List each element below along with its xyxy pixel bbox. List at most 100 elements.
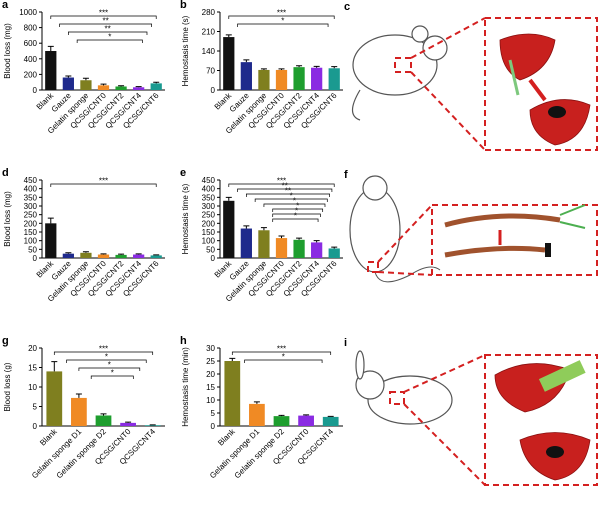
y-tick-label: 200: [202, 219, 216, 228]
bar: [133, 255, 144, 258]
y-tick-label: 1000: [19, 8, 37, 17]
bar: [311, 68, 322, 90]
error-bar: [125, 422, 131, 423]
error-bar: [226, 197, 232, 200]
y-axis-label: Hemostasis time (min): [181, 347, 190, 427]
error-bar: [48, 46, 54, 51]
error-bar: [243, 60, 249, 62]
bar: [151, 255, 162, 258]
bar: [46, 371, 62, 426]
bar: [63, 78, 74, 90]
significance-label: *: [281, 17, 284, 26]
y-tick-label: 800: [24, 24, 38, 33]
y-tick-label: 10: [28, 383, 37, 392]
error-bar: [65, 253, 71, 254]
bar: [258, 230, 269, 258]
y-tick-label: 150: [202, 228, 216, 237]
illustration-mouse-tail: f: [344, 169, 597, 282]
y-tick-label: 0: [211, 86, 216, 95]
y-tick-label: 30: [206, 344, 215, 353]
bar: [133, 87, 144, 90]
bar: [329, 248, 340, 258]
bar: [115, 86, 126, 90]
bar: [224, 361, 240, 426]
y-tick-label: 15: [28, 364, 37, 373]
bar: [80, 80, 91, 90]
bar: [276, 70, 287, 90]
error-bar: [153, 82, 159, 83]
bar: [63, 254, 74, 258]
error-bar: [296, 66, 302, 67]
y-tick-label: 140: [202, 47, 216, 56]
panel-label: b: [180, 0, 187, 11]
significance-label: *: [108, 33, 111, 42]
y-tick-label: 10: [206, 396, 215, 405]
y-tick-label: 0: [33, 86, 38, 95]
error-bar: [136, 87, 142, 88]
error-bar: [279, 415, 285, 416]
error-bar: [83, 78, 89, 80]
bar: [115, 255, 126, 258]
y-axis-label: Blood loss (g): [3, 362, 12, 411]
y-tick-label: 70: [206, 67, 215, 76]
y-tick-label: 150: [24, 228, 38, 237]
bar: [45, 51, 56, 90]
error-bar: [48, 218, 54, 223]
bar: [98, 85, 109, 90]
error-bar: [118, 86, 124, 87]
bar: [293, 240, 304, 258]
error-bar: [83, 252, 89, 253]
panel-label: c: [344, 1, 350, 13]
error-bar: [229, 358, 235, 361]
y-axis-label: Blood loss (mg): [3, 23, 12, 79]
error-bar: [331, 67, 337, 69]
panel-label: g: [2, 335, 9, 347]
error-bar: [101, 414, 107, 416]
y-tick-label: 20: [28, 344, 37, 353]
y-tick-label: 0: [33, 422, 38, 431]
bar: [223, 37, 234, 90]
y-tick-label: 0: [211, 422, 216, 431]
y-tick-label: 450: [24, 176, 38, 185]
error-bar: [254, 402, 260, 404]
significance-label: *: [282, 353, 285, 362]
bar: [298, 416, 314, 426]
y-tick-label: 15: [206, 383, 215, 392]
error-bar: [331, 247, 337, 248]
error-bar: [261, 228, 267, 231]
bar: [293, 67, 304, 90]
error-bar: [243, 226, 249, 229]
bar: [45, 223, 56, 258]
y-tick-label: 250: [202, 211, 216, 220]
error-bar: [65, 76, 71, 78]
significance-label: *: [294, 212, 297, 221]
y-tick-label: 50: [28, 245, 37, 254]
x-tick-label: Blank: [38, 426, 59, 447]
error-bar: [303, 415, 309, 416]
panel-label: a: [2, 0, 9, 11]
y-tick-label: 400: [24, 185, 38, 194]
bar: [120, 423, 136, 426]
error-bar: [314, 241, 320, 243]
y-tick-label: 200: [24, 70, 38, 79]
bar: [241, 229, 252, 258]
y-tick-label: 300: [202, 202, 216, 211]
bar: [241, 62, 252, 90]
error-bar: [328, 416, 334, 417]
y-tick-label: 200: [24, 219, 38, 228]
error-bar: [279, 69, 285, 70]
y-axis-label: Hemostasis time (s): [181, 183, 190, 254]
y-tick-label: 20: [206, 370, 215, 379]
bar: [276, 238, 287, 258]
panel-label: i: [344, 337, 347, 349]
error-bar: [76, 394, 82, 398]
y-tick-label: 300: [24, 202, 38, 211]
y-tick-label: 25: [206, 357, 215, 366]
illustration-rabbit-liver: i: [344, 337, 597, 485]
y-tick-label: 5: [211, 409, 216, 418]
y-tick-label: 50: [206, 245, 215, 254]
significance-label: ***: [99, 177, 108, 186]
bar: [311, 242, 322, 258]
panel-label: d: [2, 167, 9, 179]
bar: [249, 404, 265, 426]
